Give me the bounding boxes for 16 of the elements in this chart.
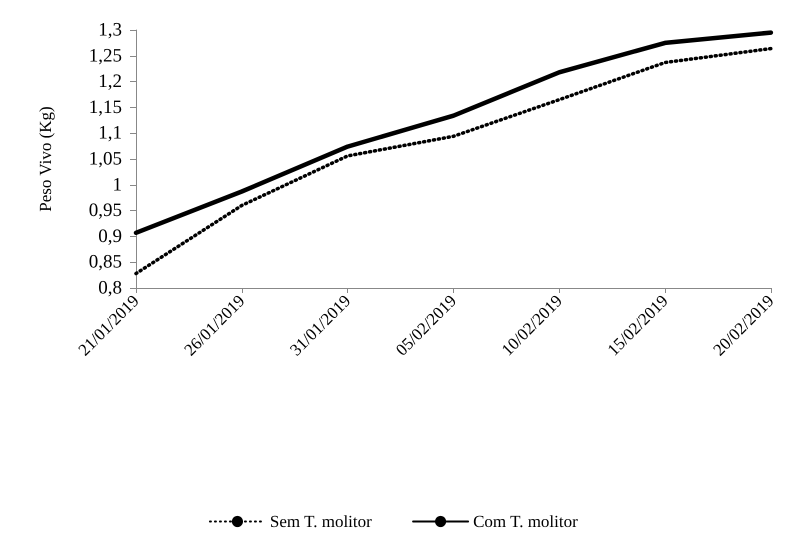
y-tick-label: 1 (112, 174, 122, 196)
y-tick-label: 0,85 (88, 252, 122, 273)
y-tick-label: 1,3 (98, 20, 122, 40)
y-tick-label: 1,1 (98, 122, 122, 144)
line-series (134, 30, 774, 236)
y-axis-title: Peso Vivo (Kg) (36, 106, 55, 212)
legend-label: Com T. molitor (473, 512, 578, 531)
y-tick-label: 1,2 (98, 71, 122, 92)
y-tick-label: 0,95 (88, 200, 122, 222)
y-tick-label: 1,05 (88, 148, 122, 170)
y-tick-label: 0,8 (98, 278, 122, 298)
y-tick-label: 1,25 (88, 45, 122, 66)
y-tick-label: 0,9 (98, 226, 122, 247)
line-series (134, 46, 773, 276)
y-tick-label: 1,15 (88, 96, 122, 118)
legend-label: Sem T. molitor (270, 512, 372, 531)
